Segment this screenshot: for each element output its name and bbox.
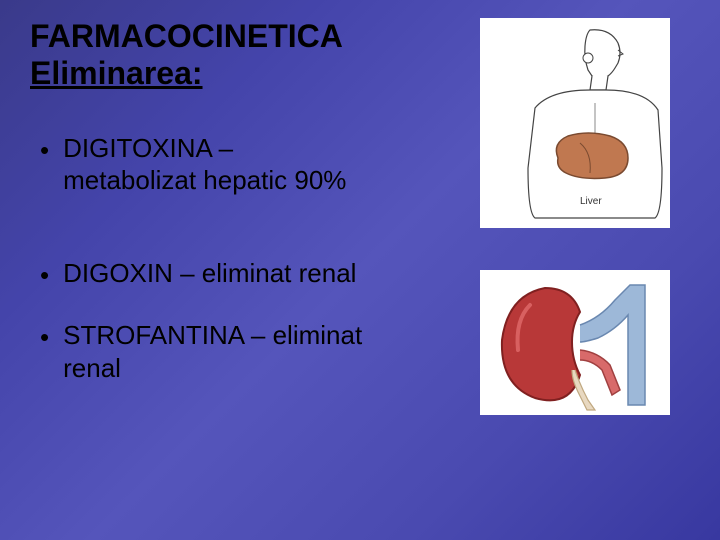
image-caption: Liver — [580, 196, 602, 207]
slide: FARMACOCINETICA Eliminarea: • DIGITOXINA… — [0, 0, 720, 540]
bullet-icon: • — [40, 259, 49, 292]
liver-icon — [480, 18, 670, 228]
title-line-2: Eliminarea: — [30, 55, 203, 91]
bullet-icon: • — [40, 134, 49, 167]
bullet-icon: • — [40, 321, 49, 354]
kidney-image — [480, 270, 670, 415]
kidney-icon — [480, 270, 670, 415]
bullet-text: DIGITOXINA – metabolizat hepatic 90% — [63, 132, 373, 197]
bullet-text: STROFANTINA – eliminat renal — [63, 319, 373, 384]
bullet-text: DIGOXIN – eliminat renal — [63, 257, 356, 290]
title-line-1: FARMACOCINETICA — [30, 18, 343, 54]
liver-image: Liver — [480, 18, 670, 228]
